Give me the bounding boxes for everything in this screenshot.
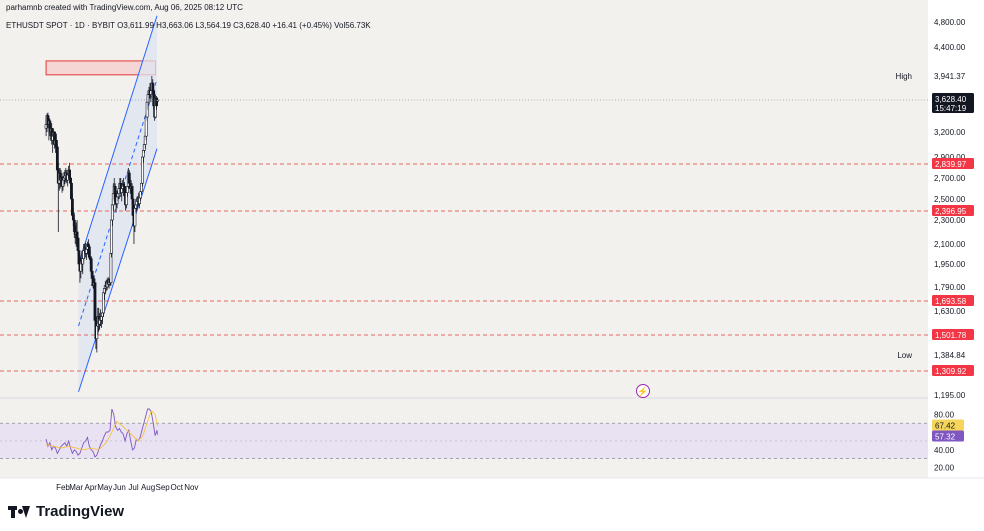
symbol-ohlc-line: ETHUSDT SPOT · 1D · BYBIT O3,611.99 H3,6… (6, 21, 371, 30)
time-tick-7: Sep (156, 483, 171, 492)
rsi-ma-label: 67.42 (935, 421, 956, 430)
price-tick-6: 2,300.00 (934, 216, 966, 225)
level-label-4: 1,309.92 (935, 367, 967, 376)
time-tick-5: Jul (128, 483, 138, 492)
rsi-pane (0, 397, 928, 459)
price-tick-5: 2,500.00 (934, 195, 966, 204)
symbol-label[interactable]: ETHUSDT SPOT · 1D · BYBIT (6, 21, 115, 30)
channel-upper-line (78, 15, 158, 265)
lightning-icon[interactable] (636, 384, 650, 398)
channel-lower-line (78, 148, 158, 393)
price-tick-1: 4,400.00 (934, 43, 966, 52)
level-label-2: 1,693.58 (935, 297, 967, 306)
level-label-box-3 (932, 329, 974, 340)
price-tick-11: 1,384.84 (934, 351, 966, 360)
rsi-tick-0: 80.00 (934, 410, 955, 419)
tradingview-logo-icon (8, 505, 30, 519)
level-label-box-2 (932, 295, 974, 306)
price-tick-10: 1,630.00 (934, 307, 966, 316)
current-price-box (932, 93, 974, 113)
time-tick-9: Nov (184, 483, 198, 492)
current-price-countdown: 15:47:19 (935, 104, 967, 113)
price-tick-8: 1,950.00 (934, 260, 966, 269)
low-value: L3,564.19 (195, 21, 231, 30)
time-tick-3: May (97, 483, 112, 492)
rsi-value-label-box (932, 430, 964, 442)
price-tick-7: 2,100.00 (934, 240, 966, 249)
current-price-label: 3,628.40 (935, 95, 967, 104)
price-axis-background (928, 0, 984, 478)
price-tick-9: 1,790.00 (934, 283, 966, 292)
brand-name: TradingView (36, 503, 125, 520)
level-label-0: 2,839.97 (935, 160, 967, 169)
rsi-tick-1: 40.00 (934, 446, 955, 455)
rsi-ma-label-box (932, 419, 964, 431)
low-tag: Low (897, 351, 912, 360)
price-tick-3: 2,900.00 (934, 153, 966, 162)
rsi-band-fill (0, 423, 928, 459)
volume-value: Vol56.73K (334, 21, 371, 30)
level-label-box-1 (932, 205, 974, 216)
level-label-box-4 (932, 365, 974, 376)
price-tick-0: 4,800.00 (934, 18, 966, 27)
level-label-1: 2,396.95 (935, 207, 967, 216)
credit-line: parhamnb created with TradingView.com, A… (6, 3, 243, 12)
high-value-label: 3,941.37 (934, 72, 966, 81)
rsi-value-label: 57.32 (935, 432, 956, 441)
rsi-tick-2: 20.00 (934, 464, 955, 473)
candle-body-69 (109, 253, 113, 283)
rsi-line (45, 408, 158, 458)
price-tick-12: 1,195.00 (934, 391, 966, 400)
time-tick-2: Apr (85, 483, 98, 492)
candle-body-119 (156, 99, 159, 102)
time-tick-0: Feb (56, 483, 70, 492)
extra-group: ⚡ (636, 384, 650, 398)
price-tick-2: 3,200.00 (934, 128, 966, 137)
candles-group (44, 76, 159, 353)
open-value: O3,611.99 (117, 21, 154, 30)
high-tag: High (896, 72, 912, 81)
axes-group: 4,800.00 4,400.00 3,200.00 2,900.00 2,700.00… (0, 18, 984, 492)
price-tick-4: 2,700.00 (934, 174, 966, 183)
change-value: +16.41 (+0.45%) (272, 21, 332, 30)
time-tick-8: Oct (171, 483, 184, 492)
time-tick-4: Jun (113, 483, 126, 492)
rsi-ma-line (45, 409, 158, 451)
level-label-box-0 (932, 158, 974, 169)
levels-group (0, 99, 928, 372)
time-tick-6: Aug (141, 483, 155, 492)
time-tick-1: Mar (69, 483, 83, 492)
lightning-icon-glyph: ⚡ (637, 386, 648, 398)
close-value: C3,628.40 (233, 21, 271, 30)
tradingview-footer[interactable]: TradingView (8, 503, 124, 520)
high-value: H3,663.06 (156, 21, 194, 30)
level-label-3: 1,501.78 (935, 331, 967, 340)
